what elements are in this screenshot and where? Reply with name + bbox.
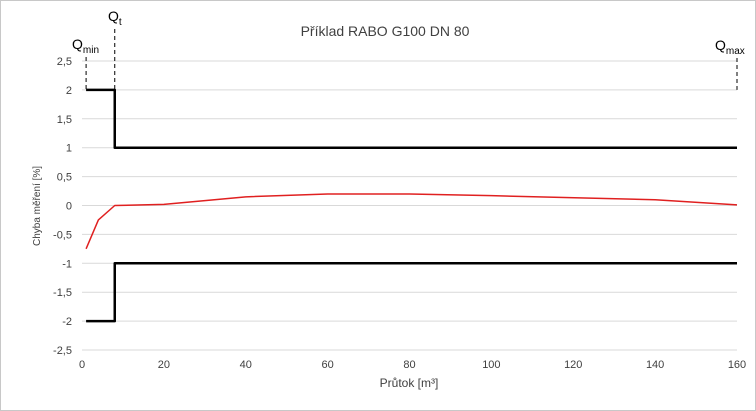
x-tick-label: 20 xyxy=(158,359,170,371)
y-tick-label: -2,5 xyxy=(53,345,72,357)
y-tick-label: -1 xyxy=(62,258,72,270)
x-tick-label: 40 xyxy=(240,359,252,371)
x-tick-labels: 0 20 40 60 80 100 120 140 160 xyxy=(79,359,746,371)
q-markers: Qmin Qt Qmax xyxy=(72,8,745,90)
x-axis-title: Průtok [m³] xyxy=(380,376,439,390)
y-tick-label: -2 xyxy=(62,316,72,328)
x-tick-label: 80 xyxy=(403,359,415,371)
x-tick-label: 100 xyxy=(482,359,500,371)
x-tick-label: 0 xyxy=(79,359,85,371)
x-tick-label: 60 xyxy=(322,359,334,371)
y-tick-label: 1 xyxy=(66,143,72,155)
gridlines xyxy=(82,60,737,351)
y-tick-label: 0 xyxy=(66,201,72,213)
q-marker-label: Qmax xyxy=(715,37,745,57)
series-lines xyxy=(85,88,738,323)
y-tick-label: 2 xyxy=(66,85,72,97)
series-line-lower-limit xyxy=(86,262,737,323)
y-tick-label: 1,5 xyxy=(57,114,72,126)
y-tick-labels: 2,5 2 1,5 1 0,5 0 -0,5 -1 -1,5 -2 -2,5 xyxy=(53,56,72,357)
y-tick-label: 2,5 xyxy=(57,56,72,68)
x-tick-label: 120 xyxy=(564,359,582,371)
series-line-measurement xyxy=(85,193,738,250)
q-marker-label: Qmin xyxy=(72,36,99,56)
chart-title: Příklad RABO G100 DN 80 xyxy=(301,23,470,39)
q-marker-subscript: min xyxy=(83,45,99,56)
y-axis-title: Chyba měření [%] xyxy=(32,166,43,246)
x-tick-label: 140 xyxy=(646,359,664,371)
y-tick-label: 0,5 xyxy=(57,172,72,184)
q-marker-subscript: t xyxy=(119,17,122,28)
q-marker-label: Qt xyxy=(108,8,122,28)
y-tick-label: -0,5 xyxy=(53,229,72,241)
x-tick-label: 160 xyxy=(728,359,746,371)
series-line-upper-limit xyxy=(86,88,737,149)
q-marker-subscript: max xyxy=(726,46,745,57)
y-tick-label: -1,5 xyxy=(53,287,72,299)
